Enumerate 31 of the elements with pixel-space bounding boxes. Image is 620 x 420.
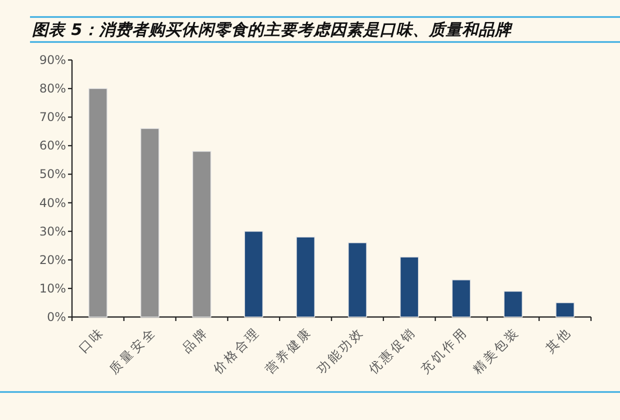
x-tick-label: 精美包装 [469,324,522,377]
x-tick-label: 质量安全 [106,324,160,377]
bar [348,242,367,318]
x-tick-label: 价格合理 [209,324,263,378]
y-tick-label: 20% [39,252,66,267]
x-tick-label: 品牌 [179,324,212,356]
y-tick-label: 90% [39,53,66,67]
y-tick-label: 70% [39,110,66,124]
y-tick-label: 0% [46,310,66,324]
x-tick-label: 其他 [542,324,574,356]
y-tick-label: 40% [39,196,66,210]
y-tick-label: 50% [39,167,66,182]
y-tick-label: 60% [39,138,66,153]
x-tick-label: 营养健康 [262,324,315,377]
bar [504,290,523,318]
y-tick-label: 30% [39,224,66,238]
chart-title: 图表 5：消费者购买休闲零食的主要考虑因素是口味、质量和品牌 [32,20,514,39]
x-tick-label: 功能功效 [314,324,367,377]
bar [452,279,471,318]
x-tick-label: 充饥作用 [418,324,471,377]
bar [556,302,575,318]
y-tick-label: 80% [39,82,66,96]
x-tick-label: 口味 [75,324,108,356]
bar [140,128,160,318]
bar [296,236,316,318]
x-tick-label: 优惠促销 [366,324,419,377]
bar [88,88,108,318]
bar [192,150,212,318]
bar [244,230,264,318]
bar [400,256,419,318]
y-tick-label: 10% [39,281,66,296]
